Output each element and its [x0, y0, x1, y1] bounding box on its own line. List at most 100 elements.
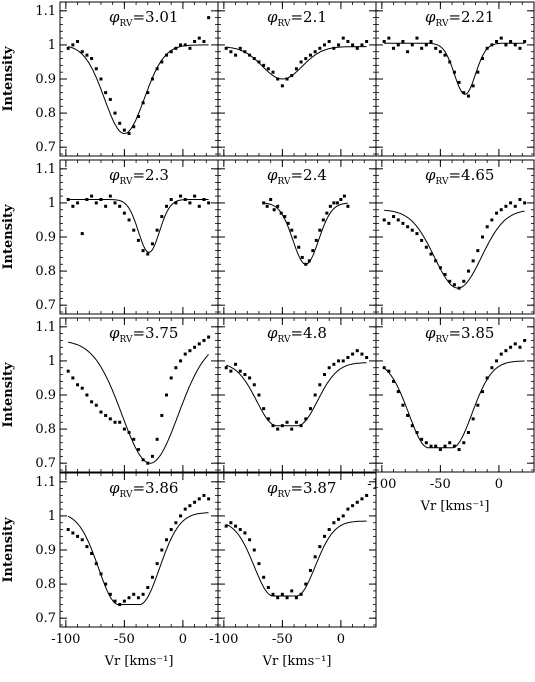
data-point [351, 504, 355, 508]
data-point [155, 67, 159, 71]
data-point [323, 373, 327, 377]
data-point [382, 40, 386, 43]
data-point [293, 235, 297, 239]
data-point [299, 60, 303, 64]
data-point [490, 43, 494, 47]
data-point [94, 562, 98, 566]
y-tick-label: 0.7 [35, 140, 56, 155]
data-point [346, 507, 350, 511]
data-point [207, 201, 211, 205]
y-tick-label: 1.1 [35, 475, 56, 490]
data-point [85, 53, 89, 57]
data-point [224, 46, 228, 50]
y-tick-label: 1.1 [35, 4, 56, 19]
data-point [279, 211, 283, 215]
data-point [424, 245, 428, 249]
data-point [280, 424, 284, 428]
data-point [387, 221, 391, 225]
data-point [485, 46, 489, 50]
y-tick-label: 0.9 [35, 543, 56, 558]
data-point [420, 238, 424, 242]
y-tick-label: 0.7 [35, 611, 56, 626]
data-point [234, 362, 238, 366]
data-point [462, 279, 466, 283]
data-point [202, 338, 206, 342]
data-point [346, 356, 350, 359]
data-point [342, 194, 346, 198]
x-tick-label: 0 [495, 477, 503, 492]
data-point [509, 40, 513, 43]
data-point [313, 50, 317, 54]
data-point [420, 437, 424, 441]
data-point [99, 77, 103, 81]
data-point [452, 70, 456, 74]
data-point [262, 407, 266, 411]
data-point [108, 194, 112, 198]
data-point [299, 424, 303, 428]
data-point [346, 40, 350, 43]
data-point [174, 201, 178, 205]
data-point [485, 225, 489, 229]
data-point [99, 572, 103, 576]
data-point [174, 521, 178, 525]
data-point [165, 204, 169, 208]
data-point [174, 366, 178, 370]
y-axis-title: Intensity [1, 46, 16, 112]
data-point [243, 531, 247, 535]
data-point [396, 390, 400, 394]
data-point [424, 43, 428, 47]
model-curve [226, 46, 367, 80]
data-point [66, 46, 70, 50]
data-point [66, 369, 70, 373]
data-point [155, 562, 159, 566]
data-point [127, 218, 131, 222]
y-tick-label: 1.1 [35, 162, 56, 177]
data-point [276, 596, 280, 600]
data-point [410, 424, 414, 428]
y-tick-label: 0.8 [35, 577, 56, 592]
data-point [476, 70, 480, 74]
data-point [523, 40, 527, 43]
y-tick-label: 1 [48, 196, 56, 211]
phase-label: φRV=3.85 [425, 324, 494, 345]
data-point [313, 393, 317, 397]
data-point [304, 57, 308, 61]
data-point [518, 46, 522, 50]
data-point [155, 437, 159, 441]
data-point [448, 279, 452, 283]
data-point [355, 46, 359, 50]
data-point [335, 201, 339, 205]
data-point [179, 43, 183, 47]
data-point [136, 596, 140, 600]
data-point [471, 84, 475, 88]
data-point [392, 46, 396, 50]
data-point [94, 201, 98, 205]
data-point [290, 589, 294, 593]
data-point [438, 50, 442, 54]
panel-5: φRV=2.4 [217, 159, 377, 315]
data-point [165, 393, 169, 397]
x-tick-label: -50 [114, 632, 135, 647]
data-point [448, 60, 452, 64]
y-tick-label: 1 [48, 38, 56, 53]
data-point [155, 228, 159, 232]
data-point [252, 548, 256, 552]
data-point [207, 497, 211, 501]
data-point [504, 349, 508, 353]
data-point [365, 356, 369, 359]
data-point [183, 198, 187, 201]
data-point [160, 413, 164, 417]
model-curve [67, 512, 209, 605]
data-point [94, 67, 98, 71]
y-tick-label: 0.9 [35, 72, 56, 87]
data-point [355, 500, 359, 504]
data-point [169, 198, 173, 201]
data-point [160, 215, 164, 219]
data-point [118, 603, 122, 607]
data-point [197, 36, 201, 40]
panel-2: φRV=2.1 [217, 1, 377, 157]
data-point [127, 132, 131, 136]
data-point [297, 245, 301, 249]
panel-7: 0.7 0.8 0.9 1 1.1 φRV=3.75 [35, 317, 219, 473]
data-point [252, 383, 256, 387]
